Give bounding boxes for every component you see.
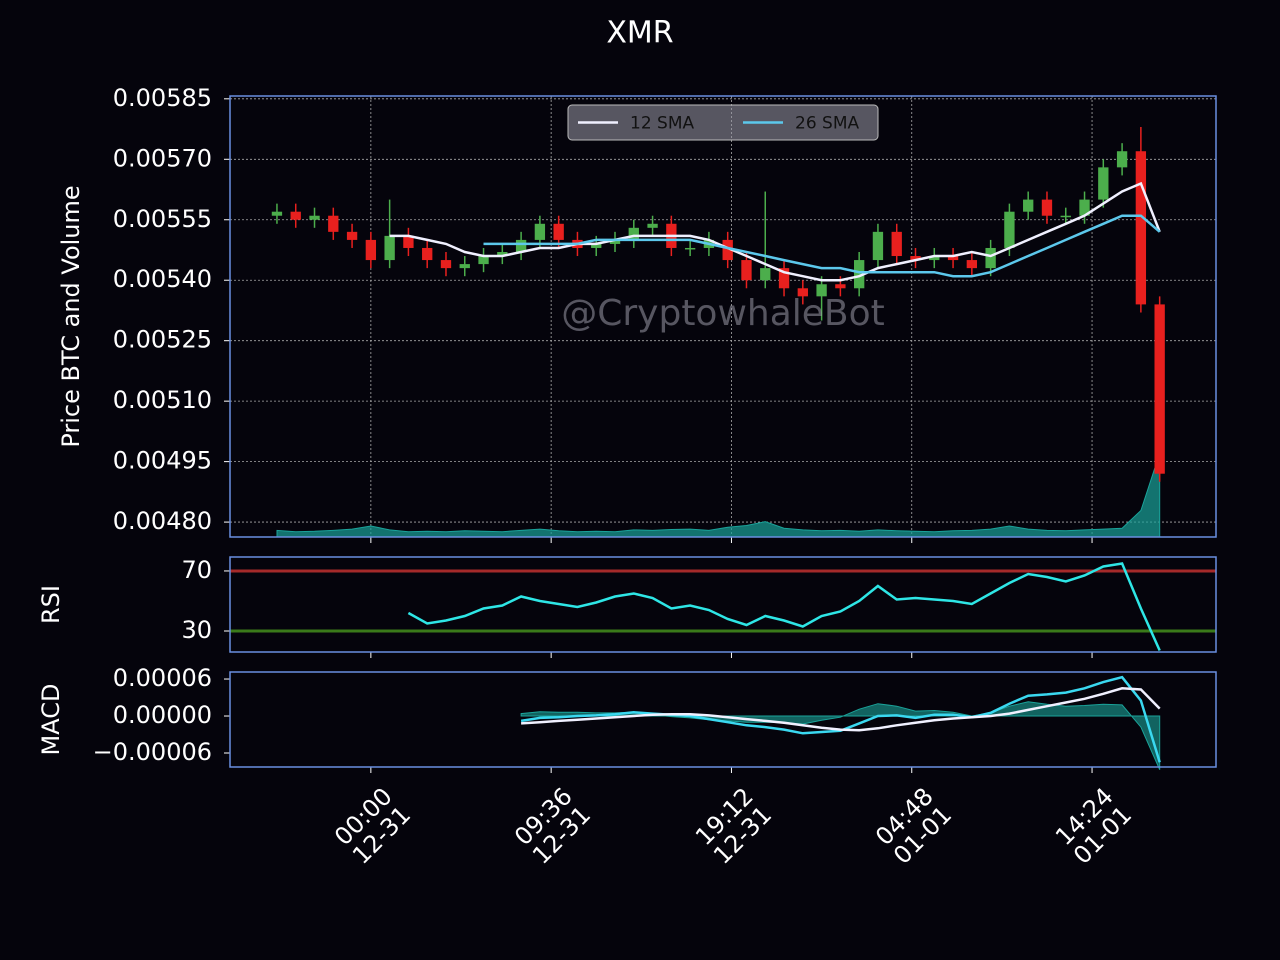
candle-body — [422, 247, 433, 261]
candle-body — [891, 231, 902, 257]
y-tick-label: 0.00480 — [113, 507, 212, 535]
candle-body — [328, 215, 339, 232]
y-tick-label: 0.00525 — [113, 326, 212, 354]
candle-body — [797, 288, 808, 297]
panel-border — [229, 95, 1217, 538]
sma-line — [389, 181, 1161, 282]
y-tick-label: 70 — [181, 556, 212, 584]
candle-body — [478, 256, 489, 265]
y-axis-label: RSI — [37, 585, 65, 624]
candle-body — [985, 247, 996, 269]
legend-label: 26 SMA — [795, 114, 859, 134]
candle-body — [741, 260, 752, 281]
panel-border — [229, 671, 1217, 768]
candle-body — [628, 227, 639, 240]
y-tick-label: −0.00006 — [93, 738, 212, 766]
candle-body — [1041, 199, 1053, 216]
volume — [276, 453, 1161, 538]
legend-label: 12 SMA — [630, 114, 694, 134]
candle-body — [929, 256, 940, 261]
candle-body — [835, 284, 846, 289]
macd-line — [520, 675, 1161, 763]
candle-body — [684, 247, 696, 250]
candle-body — [440, 260, 452, 269]
candle-body — [966, 260, 978, 269]
y-axis-label: MACD — [37, 684, 65, 756]
candle-body — [910, 256, 921, 261]
candle-body — [760, 268, 771, 281]
candle-body — [853, 260, 865, 289]
candle-body — [515, 239, 527, 253]
histogram — [520, 701, 1161, 770]
panel-border — [229, 556, 1217, 653]
candle-body — [271, 211, 283, 216]
y-tick-label: 0.00510 — [113, 386, 212, 414]
candle-body — [1079, 199, 1090, 216]
candle-body — [1004, 211, 1015, 248]
y-tick-label: 0.00000 — [113, 701, 212, 729]
candle-body — [403, 235, 414, 248]
y-tick-label: 0.00495 — [113, 447, 212, 475]
candle-body — [591, 243, 602, 248]
candle-body — [1116, 151, 1128, 168]
candle-body — [609, 239, 621, 244]
candle-body — [346, 231, 358, 240]
candle-body — [459, 264, 470, 269]
candle-body — [778, 268, 790, 289]
candle-body — [1023, 199, 1034, 212]
candle-body — [947, 256, 959, 261]
y-tick-label: 0.00585 — [113, 84, 212, 112]
candle-body — [553, 223, 564, 240]
y-tick-label: 0.00555 — [113, 205, 212, 233]
candle-body — [872, 231, 884, 261]
candle-body — [647, 223, 658, 228]
candle-body — [1135, 151, 1147, 305]
candle-body — [384, 235, 395, 261]
candle-body — [290, 211, 301, 220]
candle-body — [722, 239, 733, 261]
y-axis-label: Price BTC and Volume — [57, 185, 85, 447]
watermark: @CryptowhaleBot — [561, 293, 885, 334]
candle-body — [1098, 167, 1109, 200]
sma-line — [483, 214, 1161, 278]
candle-body — [1060, 215, 1071, 218]
y-tick-label: 0.00570 — [113, 144, 212, 172]
candle-body — [365, 239, 377, 261]
chart-title: XMR — [606, 16, 673, 51]
candle-body — [816, 284, 827, 297]
candle-body — [309, 215, 320, 220]
candle-body — [534, 223, 546, 240]
legend — [567, 104, 879, 141]
candle-body — [497, 252, 508, 257]
y-tick-label: 0.00006 — [113, 664, 212, 692]
rsi-line — [407, 562, 1161, 652]
y-tick-label: 0.00540 — [113, 265, 212, 293]
candle-body — [1154, 304, 1165, 474]
macd-line — [521, 687, 1161, 732]
y-tick-label: 30 — [181, 616, 212, 644]
